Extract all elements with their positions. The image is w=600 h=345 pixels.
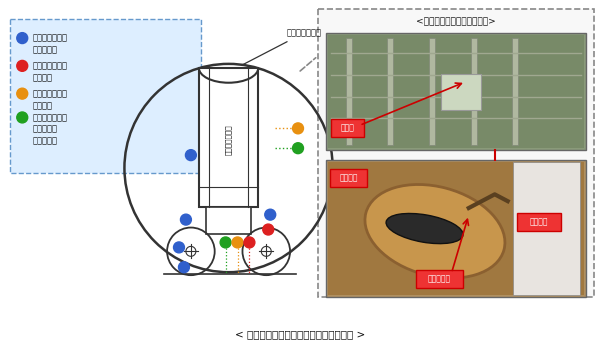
Text: 栽納容器酸素・: 栽納容器酸素・ (32, 113, 67, 122)
Circle shape (17, 33, 28, 43)
Bar (326, 160, 586, 297)
Text: 栽納容器: 栽納容器 (340, 174, 358, 183)
Bar (470, 38, 476, 145)
Bar (387, 38, 393, 145)
Bar (328, 35, 584, 148)
FancyBboxPatch shape (416, 270, 463, 288)
Text: 原子炉圧力容器: 原子炉圧力容器 (225, 125, 232, 155)
Circle shape (265, 209, 275, 220)
Bar (346, 38, 352, 145)
Bar (513, 162, 580, 295)
Text: 圧力計: 圧力計 (341, 124, 355, 133)
Bar (206, 207, 251, 235)
Bar (328, 162, 584, 295)
Bar (318, 9, 593, 297)
Circle shape (244, 237, 255, 248)
Text: 原子炉栽納容器: 原子炉栽納容器 (243, 29, 321, 65)
FancyBboxPatch shape (517, 213, 561, 230)
Circle shape (185, 150, 196, 160)
Circle shape (17, 88, 28, 99)
Text: <設備例（栽納容器圧力計）>: <設備例（栽納容器圧力計）> (416, 18, 496, 27)
Text: ［各１台］: ［各１台］ (32, 137, 57, 146)
Circle shape (173, 242, 184, 253)
Circle shape (17, 60, 28, 71)
FancyBboxPatch shape (330, 169, 367, 187)
Text: < 主な計器追加設置イメージ（２号機） >: < 主な計器追加設置イメージ（２号機） > (235, 329, 365, 339)
Bar (441, 74, 481, 109)
Text: ［８台］: ［８台］ (32, 73, 52, 82)
Text: ［４台］: ［４台］ (32, 101, 52, 110)
Text: 栽納容器温度計: 栽納容器温度計 (32, 33, 67, 42)
Bar (199, 68, 259, 207)
Text: 水素濃度計: 水素濃度計 (32, 125, 57, 134)
Text: 栽納容器水位計: 栽納容器水位計 (32, 61, 67, 70)
Circle shape (263, 224, 274, 235)
Circle shape (293, 123, 304, 134)
Circle shape (17, 112, 28, 123)
Text: 栽納容器圧力計: 栽納容器圧力計 (32, 89, 67, 98)
Circle shape (178, 262, 190, 273)
Text: 計器用配管: 計器用配管 (428, 275, 451, 284)
Circle shape (293, 143, 304, 154)
Bar (429, 38, 435, 145)
Bar (326, 33, 586, 150)
Text: 圧力計へ: 圧力計へ (530, 217, 548, 226)
Bar (10, 19, 201, 173)
Circle shape (232, 237, 243, 248)
Ellipse shape (386, 214, 463, 244)
Ellipse shape (365, 185, 505, 278)
Bar (512, 38, 518, 145)
Text: ［１５台］: ［１５台］ (32, 46, 57, 55)
Circle shape (181, 214, 191, 225)
FancyBboxPatch shape (331, 119, 364, 137)
Circle shape (220, 237, 231, 248)
